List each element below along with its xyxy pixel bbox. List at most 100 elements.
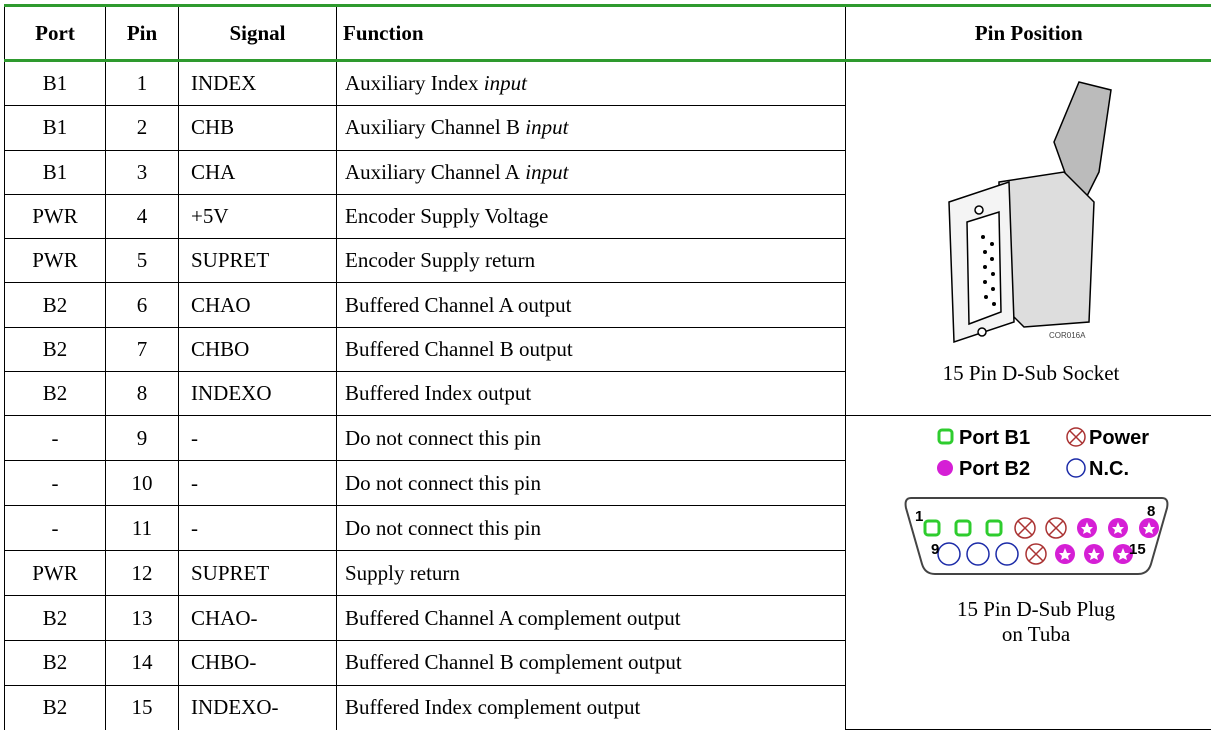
function-emphasis: input (525, 115, 568, 139)
pin-cell: 13 (106, 596, 179, 641)
port-cell: - (5, 506, 106, 551)
socket-drawing (949, 82, 1111, 342)
pin-icon (1029, 547, 1043, 561)
function-cell: Buffered Channel A complement output (337, 596, 846, 641)
function-cell: Do not connect this pin (337, 416, 846, 461)
function-cell: Encoder Supply return (337, 239, 846, 283)
pin-number: 1 (915, 508, 923, 525)
pin-cell: 14 (106, 640, 179, 685)
pin-icon (938, 543, 960, 565)
function-text: Buffered Index complement output (345, 695, 640, 719)
signal-cell: INDEXO- (179, 685, 337, 729)
pin-icon (1049, 521, 1063, 535)
signal-cell: CHB (179, 106, 337, 150)
port-cell: PWR (5, 551, 106, 596)
signal-cell: CHAO (179, 283, 337, 327)
function-cell: Buffered Channel B complement output (337, 640, 846, 685)
port-cell: B2 (5, 327, 106, 371)
function-text: Auxiliary Channel B (345, 115, 520, 139)
signal-cell: - (179, 506, 337, 551)
plug-outline (905, 498, 1167, 574)
function-text: Buffered Channel A output (345, 293, 572, 317)
function-cell: Do not connect this pin (337, 506, 846, 551)
port-cell: B2 (5, 372, 106, 416)
pin-icon (987, 521, 1001, 535)
signal-cell: SUPRET (179, 239, 337, 283)
function-text: Supply return (345, 561, 460, 585)
socket-cell: COR016A 15 Pin D-Sub Socket (849, 62, 1209, 407)
plug-caption: on Tuba (1002, 622, 1071, 646)
pin-cell: 10 (106, 461, 179, 506)
table-row: -9-Do not connect this pin Port B1 Power… (5, 416, 1211, 461)
signal-cell: - (179, 461, 337, 506)
plug-caption: 15 Pin D-Sub Plug (957, 597, 1116, 621)
pin-icon (1018, 521, 1032, 535)
signal-cell: - (179, 416, 337, 461)
port-cell: B2 (5, 283, 106, 327)
legend-label: N.C. (1089, 458, 1129, 480)
port-cell: B1 (5, 106, 106, 150)
function-cell: Supply return (337, 551, 846, 596)
pin-cell: 7 (106, 327, 179, 371)
pin-cell: 5 (106, 239, 179, 283)
function-text: Buffered Index output (345, 381, 531, 405)
pin-number: 8 (1147, 503, 1155, 520)
function-emphasis: input (484, 71, 527, 95)
port-cell: B2 (5, 685, 106, 729)
port-cell: - (5, 461, 106, 506)
function-text: Encoder Supply Voltage (345, 204, 548, 228)
header-cell: Port (5, 6, 106, 61)
port-cell: - (5, 416, 106, 461)
pin-cell: 6 (106, 283, 179, 327)
signal-cell: CHBO- (179, 640, 337, 685)
pins (925, 518, 1159, 565)
signal-cell: +5V (179, 194, 337, 238)
function-cell: Buffered Channel B output (337, 327, 846, 371)
port-cell: B1 (5, 61, 106, 106)
pin-icon (956, 521, 970, 535)
port-cell: PWR (5, 239, 106, 283)
header-cell: Signal (179, 6, 337, 61)
pin-cell: 2 (106, 106, 179, 150)
function-cell: Buffered Index complement output (337, 685, 846, 729)
signal-cell: CHBO (179, 327, 337, 371)
signal-cell: SUPRET (179, 551, 337, 596)
function-cell: Do not connect this pin (337, 461, 846, 506)
function-text: Do not connect this pin (345, 426, 541, 450)
function-text: Buffered Channel B output (345, 337, 573, 361)
header-cell: Pin Position (846, 6, 1211, 61)
pin-icon (996, 543, 1018, 565)
pin-cell: 11 (106, 506, 179, 551)
signal-cell: INDEX (179, 61, 337, 106)
port-cell: B1 (5, 150, 106, 194)
socket-caption: 15 Pin D-Sub Socket (942, 361, 1119, 385)
pin-cell: 9 (106, 416, 179, 461)
function-text: Encoder Supply return (345, 248, 535, 272)
pin-number: 9 (931, 541, 939, 558)
legend-label: Port B2 (959, 458, 1030, 480)
pin-cell: 12 (106, 551, 179, 596)
pin-cell: 15 (106, 685, 179, 729)
function-cell: Buffered Channel A output (337, 283, 846, 327)
signal-cell: INDEXO (179, 372, 337, 416)
pin-position-cell: COR016A 15 Pin D-Sub Socket (846, 61, 1211, 416)
pin-number: 15 (1129, 541, 1146, 558)
signal-cell: CHAO- (179, 596, 337, 641)
header-cell: Function (337, 6, 846, 61)
pin-icon (967, 543, 989, 565)
pin-cell: 4 (106, 194, 179, 238)
port-cell: PWR (5, 194, 106, 238)
function-cell: Encoder Supply Voltage (337, 194, 846, 238)
function-text: Auxiliary Channel A (345, 160, 520, 184)
port-cell: B2 (5, 640, 106, 685)
image-label: COR016A (1049, 331, 1086, 340)
function-text: Do not connect this pin (345, 471, 541, 495)
